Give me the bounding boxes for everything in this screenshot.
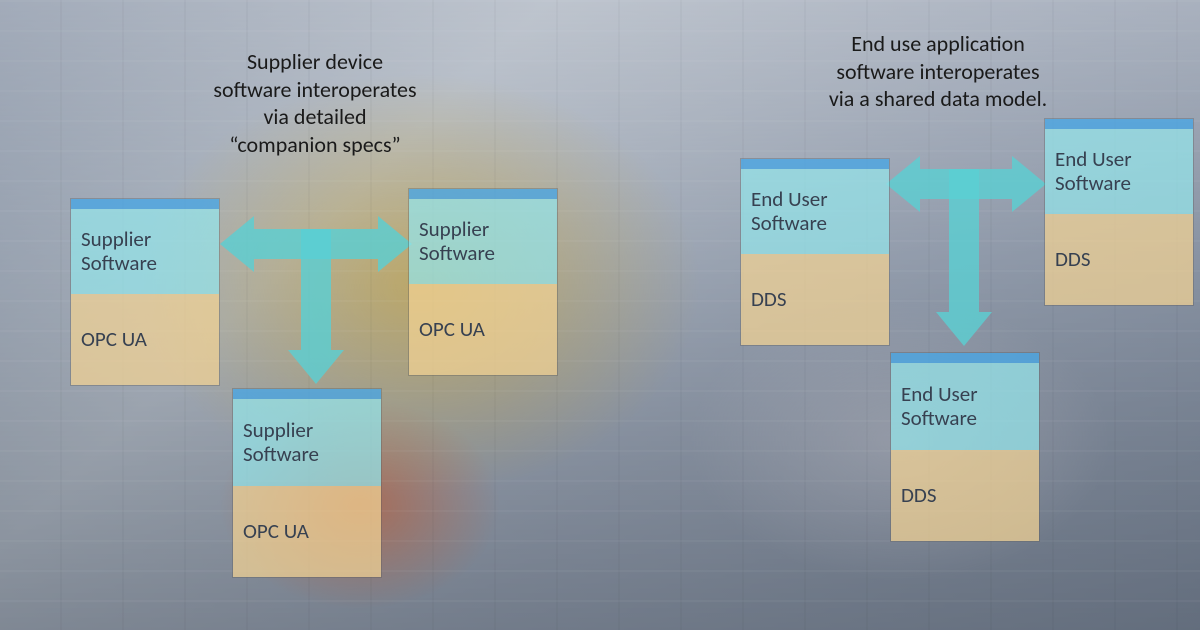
box-top-label: End User Software bbox=[1045, 129, 1193, 214]
box-bottom-label: OPC UA bbox=[71, 294, 219, 385]
arrow-connector-left bbox=[212, 170, 422, 400]
box-header-bar bbox=[233, 389, 381, 399]
caption-left: Supplier devicesoftware interoperatesvia… bbox=[180, 48, 450, 158]
box-top-label: Supplier Software bbox=[409, 199, 557, 284]
box-bottom-label: DDS bbox=[1045, 214, 1193, 305]
box-eu3: End User SoftwareDDS bbox=[890, 352, 1040, 542]
box-bottom-label: DDS bbox=[741, 254, 889, 345]
box-bottom-label: OPC UA bbox=[233, 486, 381, 577]
box-eu2: End User SoftwareDDS bbox=[1044, 118, 1194, 306]
box-top-label: End User Software bbox=[741, 169, 889, 254]
caption-right: End use applicationsoftware interoperate… bbox=[788, 30, 1088, 113]
box-header-bar bbox=[891, 353, 1039, 363]
box-bottom-label: DDS bbox=[891, 450, 1039, 541]
box-header-bar bbox=[71, 199, 219, 209]
box-top-label: End User Software bbox=[891, 363, 1039, 450]
box-header-bar bbox=[1045, 119, 1193, 129]
box-top-label: Supplier Software bbox=[71, 209, 219, 294]
box-top-label: Supplier Software bbox=[233, 399, 381, 486]
box-sup2: Supplier SoftwareOPC UA bbox=[408, 188, 558, 376]
box-header-bar bbox=[409, 189, 557, 199]
box-header-bar bbox=[741, 159, 889, 169]
box-sup1: Supplier SoftwareOPC UA bbox=[70, 198, 220, 386]
arrow-connector-right bbox=[880, 130, 1060, 360]
box-bottom-label: OPC UA bbox=[409, 284, 557, 375]
box-eu1: End User SoftwareDDS bbox=[740, 158, 890, 346]
box-sup3: Supplier SoftwareOPC UA bbox=[232, 388, 382, 578]
